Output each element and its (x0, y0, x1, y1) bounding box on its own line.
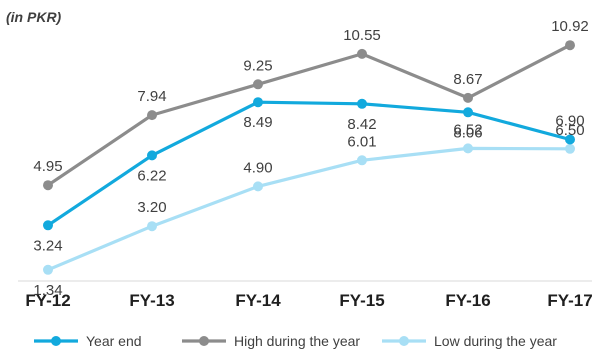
series-0-data-label-1: 6.22 (137, 167, 166, 184)
series-0-point-2 (253, 97, 263, 108)
series-2-data-label-5: 6.50 (555, 122, 584, 139)
series-0-data-label-5: 6.90 (555, 113, 584, 130)
series-0-data-label-0: 3.24 (33, 237, 62, 254)
category-label-2: FY-14 (235, 291, 281, 310)
series-line-0 (47, 100, 571, 227)
series-2-data-label-0: 1.34 (33, 282, 62, 299)
category-label-4: FY-16 (445, 291, 490, 310)
legend-marker-1 (199, 336, 209, 346)
category-label-1: FY-13 (129, 291, 174, 310)
series-1-point-4 (463, 92, 473, 103)
series-layer (43, 40, 575, 275)
series-1-point-2 (253, 79, 263, 90)
series-2-point-0 (43, 264, 53, 275)
legend-label-1: High during the year (234, 333, 360, 349)
series-0-data-label-2: 8.49 (243, 114, 272, 131)
series-2-point-1 (147, 221, 157, 232)
series-line-1 (47, 43, 571, 187)
legend: Year end High during the year Low during t… (34, 333, 557, 349)
series-2-data-label-2: 4.90 (243, 159, 272, 176)
series-0-point-4 (463, 107, 473, 118)
series-line-2 (47, 146, 571, 272)
legend-marker-0 (51, 336, 61, 346)
data-label-layer: 3.24 6.22 8.49 8.42 8.06 6.90 4.95 7.94 9.25 10.5… (33, 18, 588, 299)
legend-item-0: Year end (34, 333, 142, 349)
series-1-point-5 (565, 40, 575, 51)
category-axis: FY-12 FY-13 FY-14 FY-15 FY-16 FY-17 (25, 291, 592, 310)
series-1-data-label-5: 10.92 (551, 18, 589, 35)
series-1-point-1 (147, 110, 157, 121)
series-0-point-5 (565, 134, 575, 145)
series-1-data-label-3: 10.55 (343, 27, 381, 44)
legend-label-0: Year end (86, 333, 142, 349)
unit-note: (in PKR) (6, 9, 62, 25)
series-0-data-label-4: 8.06 (453, 124, 482, 141)
series-0-point-3 (357, 98, 367, 109)
series-1-data-label-2: 9.25 (243, 57, 272, 74)
series-2-data-label-1: 3.20 (137, 199, 166, 216)
series-1-point-0 (43, 180, 53, 191)
series-2-data-label-4: 6.52 (453, 121, 482, 138)
category-label-3: FY-15 (339, 291, 384, 310)
series-0-point-1 (147, 150, 157, 161)
legend-item-2: Low during the year (382, 333, 557, 349)
series-1-data-label-4: 8.67 (453, 71, 482, 88)
series-2-point-2 (253, 181, 263, 192)
series-1-point-3 (357, 48, 367, 59)
series-0-data-label-3: 8.42 (347, 116, 376, 133)
category-label-5: FY-17 (547, 291, 592, 310)
series-2-point-4 (463, 143, 473, 154)
series-1-data-label-0: 4.95 (33, 158, 62, 175)
series-2-point-3 (357, 155, 367, 166)
series-1-data-label-1: 7.94 (137, 88, 166, 105)
legend-label-2: Low during the year (434, 333, 557, 349)
series-2-data-label-3: 6.01 (347, 133, 376, 150)
legend-item-1: High during the year (182, 333, 360, 349)
series-0-point-0 (43, 220, 53, 231)
category-label-0: FY-12 (25, 291, 70, 310)
legend-marker-2 (399, 336, 409, 346)
series-2-point-5 (565, 143, 575, 154)
